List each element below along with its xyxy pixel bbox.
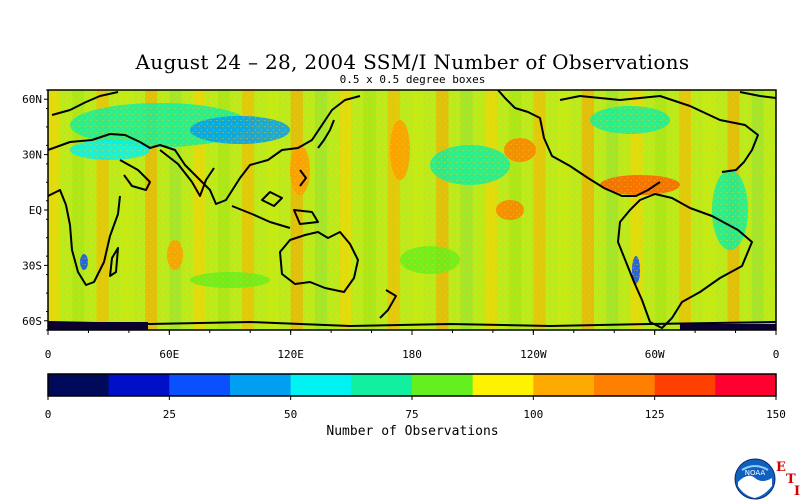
lon-label: 60W [645, 348, 665, 361]
lon-label: 180 [402, 348, 422, 361]
japan-outline [317, 119, 335, 149]
land-outlines [48, 90, 776, 329]
colorbar-cell [169, 374, 231, 396]
australia-outline [279, 231, 359, 293]
antarctica-outline [48, 321, 776, 327]
noaa-logo-icon: NOAA [734, 458, 776, 500]
colorbar-cell [48, 374, 110, 396]
colorbar-tick-label: 25 [163, 408, 176, 421]
eurasia-outline [48, 95, 361, 205]
colorbar-tick-label: 0 [45, 408, 52, 421]
eti-mark: E T I [776, 460, 800, 500]
colorbar-cell [533, 374, 595, 396]
lat-label: 30S [22, 259, 42, 272]
new-zealand-outline [379, 289, 397, 319]
colorbar-tick-label: 150 [766, 408, 786, 421]
latitude-axis: 60N 30N EQ 30S 60S [22, 89, 48, 331]
noaa-logo-text: NOAA [745, 469, 766, 477]
colorbar-tick-label: 125 [645, 408, 665, 421]
lat-label: 60S [22, 315, 42, 328]
map-subtitle: 0.5 x 0.5 degree boxes [339, 73, 486, 86]
eti-letter-i: I [794, 484, 800, 499]
africa-outline [48, 189, 121, 286]
north-america-outline [497, 90, 661, 197]
south-america-outline [617, 193, 753, 329]
colorbar-cell [108, 374, 170, 396]
lon-label: 60E [159, 348, 179, 361]
lat-label: EQ [29, 204, 42, 217]
lon-label: 120W [520, 348, 547, 361]
europe-outline [51, 91, 119, 116]
colorbar-tick-label: 75 [405, 408, 418, 421]
lat-label: 30N [22, 149, 42, 162]
map-title: August 24 – 28, 2004 SSM/I Number of Obs… [135, 50, 690, 74]
eti-letter-e: E [776, 460, 786, 475]
arabia-outline [119, 159, 151, 191]
india-outline [159, 149, 215, 197]
longitude-axis: 0 60E 120E 180 120W 60W 0 [45, 330, 780, 361]
colorbar-cell [594, 374, 656, 396]
colorbar-tick-label: 100 [523, 408, 543, 421]
lon-label: 120E [277, 348, 304, 361]
colorbar-cell [412, 374, 474, 396]
lon-label: 0 [773, 348, 780, 361]
lon-label: 0 [45, 348, 52, 361]
indonesia-outline [231, 205, 291, 229]
madagascar-outline [109, 247, 119, 277]
colorbar-cell [654, 374, 716, 396]
colorbar-tick-label: 50 [284, 408, 297, 421]
colorbar-cell [472, 374, 534, 396]
greenland-outline [739, 91, 776, 99]
colorbar-cell [230, 374, 292, 396]
lat-label: 60N [22, 93, 42, 106]
colorbar-cell [351, 374, 413, 396]
colorbar-cell [290, 374, 352, 396]
antarctica-ice [48, 322, 148, 330]
colorbar-title: Number of Observations [326, 424, 499, 439]
eti-letter-t: T [786, 472, 796, 487]
colorbar-cell [715, 374, 777, 396]
